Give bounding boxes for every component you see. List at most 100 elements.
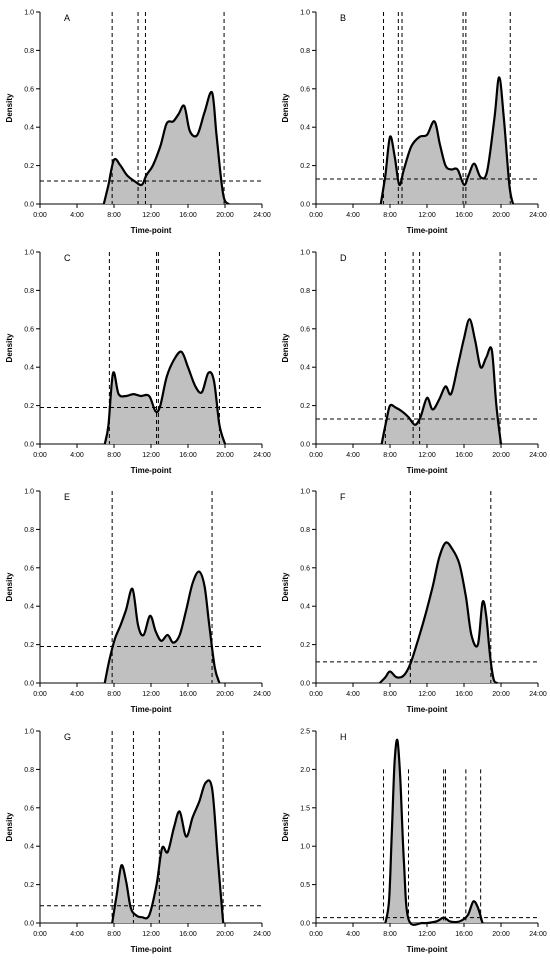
y-tick-label: 1.0	[24, 489, 34, 496]
y-tick-label: 0.8	[300, 527, 310, 534]
y-tick-label: 0.6	[300, 565, 310, 572]
y-tick-label: 0.8	[300, 288, 310, 295]
density-area	[112, 780, 224, 923]
y-tick-label: 0.0	[24, 921, 34, 928]
panel-f: F 0.0 0.2 0.4 0.6 0.8 1.0 0:00 4:00 8:00 12:00 16:0…	[281, 489, 547, 715]
y-tick-label: 0.6	[300, 86, 310, 93]
density-curve	[380, 318, 503, 445]
y-tick-label: 1.0	[24, 729, 34, 736]
density-area	[104, 571, 220, 683]
x-tick-label: 16:00	[455, 212, 473, 219]
y-tick-label: 0.6	[24, 86, 34, 93]
y-tick-label: 0.4	[24, 844, 34, 851]
x-tick-label: 16:00	[455, 931, 473, 938]
x-tick-label: 20:00	[216, 931, 234, 938]
y-axis-title: Density	[281, 93, 290, 122]
y-tick-label: 0.4	[300, 365, 310, 372]
y-tick-label: 0.4	[300, 604, 310, 611]
x-tick-label: 12:00	[142, 931, 160, 938]
panel-label: A	[64, 13, 70, 23]
y-tick-label: 0.8	[24, 288, 34, 295]
y-tick-label: 0.2	[24, 163, 34, 170]
x-tick-label: 16:00	[455, 452, 473, 459]
x-axis-title: Time-point	[131, 226, 172, 235]
x-tick-label: 16:00	[455, 691, 473, 698]
y-tick-label: 0.4	[24, 604, 34, 611]
density-area	[381, 319, 501, 444]
x-axis-title: Time-point	[131, 705, 172, 714]
density-curve	[103, 570, 221, 684]
y-tick-label: 0.6	[24, 565, 34, 572]
y-tick-label: 0.0	[24, 681, 34, 688]
x-tick-label: 20:00	[492, 452, 510, 459]
x-tick-label: 16:00	[179, 691, 197, 698]
x-axis-title: Time-point	[407, 466, 448, 475]
panel-label: F	[340, 492, 346, 502]
y-tick-label: 0.8	[24, 767, 34, 774]
x-tick-label: 0:00	[309, 931, 323, 938]
x-tick-label: 16:00	[179, 931, 197, 938]
x-tick-label: 20:00	[216, 452, 234, 459]
x-axis-title: Time-point	[131, 945, 172, 954]
x-tick-label: 12:00	[418, 691, 436, 698]
x-tick-label: 8:00	[107, 691, 121, 698]
x-tick-label: 24:00	[529, 452, 547, 459]
y-tick-label: 0.0	[300, 202, 310, 209]
density-curve	[102, 90, 230, 205]
x-tick-label: 24:00	[253, 931, 271, 938]
x-axis-title: Time-point	[407, 226, 448, 235]
panel-label: H	[340, 732, 347, 742]
x-tick-label: 8:00	[107, 212, 121, 219]
y-tick-label: 0.2	[24, 403, 34, 410]
panel-g: G 0.0 0.2 0.4 0.6 0.8 1.0 0:00 4:00 8:00 12:00 16:0…	[5, 729, 271, 955]
y-tick-label: 2.5	[300, 729, 310, 736]
y-tick-label: 0.0	[24, 202, 34, 209]
y-tick-label: 0.2	[300, 163, 310, 170]
density-area	[103, 91, 229, 204]
x-tick-label: 24:00	[253, 452, 271, 459]
y-axis-title: Density	[5, 812, 14, 841]
panel-label: E	[64, 492, 70, 502]
x-tick-label: 0:00	[309, 691, 323, 698]
y-tick-label: 0.0	[300, 921, 310, 928]
x-tick-label: 20:00	[492, 212, 510, 219]
density-area	[380, 77, 513, 204]
density-area	[379, 542, 498, 683]
x-tick-label: 0:00	[309, 212, 323, 219]
x-tick-label: 16:00	[179, 212, 197, 219]
y-tick-label: 0.8	[300, 48, 310, 55]
x-tick-label: 4:00	[346, 212, 360, 219]
y-tick-label: 1.0	[300, 10, 310, 17]
x-tick-label: 0:00	[33, 691, 47, 698]
panel-d: D 0.0 0.2 0.4 0.6 0.8 1.0 0:00 4:00 8:00 12:00 16:0…	[281, 250, 547, 476]
y-tick-label: 0.0	[24, 442, 34, 449]
panel-label: D	[340, 253, 347, 263]
x-tick-label: 20:00	[492, 691, 510, 698]
panel-label: B	[340, 13, 346, 23]
x-tick-label: 24:00	[529, 931, 547, 938]
x-tick-label: 24:00	[529, 691, 547, 698]
y-tick-label: 0.6	[24, 805, 34, 812]
x-tick-label: 24:00	[253, 691, 271, 698]
x-tick-label: 8:00	[107, 931, 121, 938]
x-tick-label: 8:00	[383, 212, 397, 219]
y-tick-label: 0.4	[24, 125, 34, 132]
y-tick-label: 2.0	[300, 767, 310, 774]
y-tick-label: 1.0	[300, 489, 310, 496]
y-axis-title: Density	[5, 333, 14, 362]
y-tick-label: 0.2	[24, 642, 34, 649]
panel-e: E 0.0 0.2 0.4 0.6 0.8 1.0 0:00 4:00 8:00 12:00 16:0…	[5, 489, 271, 715]
y-tick-label: 0.2	[300, 642, 310, 649]
y-tick-label: 0.0	[300, 681, 310, 688]
panel-a: A 0.0 0.2 0.4 0.6 0.8 1.0 0:00 4:00 8:00 12:00 16:0…	[5, 10, 271, 236]
panel-h: H 0.0 0.5 1.0 1.5 2.0 2.5 0:00 4:00 8:00 12:00 16:0…	[281, 729, 547, 955]
y-tick-label: 0.0	[300, 442, 310, 449]
x-tick-label: 12:00	[418, 212, 436, 219]
x-tick-label: 8:00	[383, 691, 397, 698]
x-axis-title: Time-point	[131, 466, 172, 475]
x-tick-label: 12:00	[418, 931, 436, 938]
y-tick-label: 1.5	[300, 805, 310, 812]
x-tick-label: 4:00	[346, 452, 360, 459]
